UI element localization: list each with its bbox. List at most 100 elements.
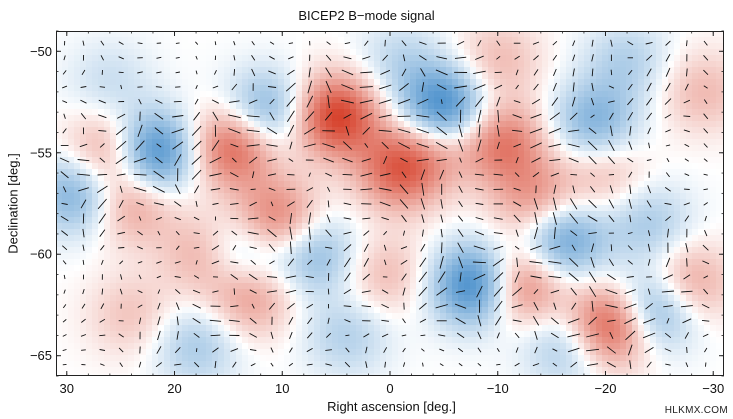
heatmap-cell — [602, 61, 609, 68]
heatmap-cell — [596, 67, 603, 74]
heatmap-cell — [578, 265, 585, 272]
heatmap-cell — [98, 91, 105, 98]
heatmap-cell — [470, 205, 477, 212]
heatmap-cell — [182, 223, 189, 230]
heatmap-cell — [56, 139, 63, 146]
heatmap-cell — [626, 223, 633, 230]
heatmap-cell — [308, 55, 315, 62]
heatmap-cell — [650, 241, 657, 248]
heatmap-cell — [188, 49, 195, 56]
heatmap-cell — [116, 31, 123, 38]
heatmap-cell — [314, 133, 321, 140]
heatmap-cell — [308, 85, 315, 92]
heatmap-cell — [386, 157, 393, 164]
heatmap-cell — [632, 37, 639, 44]
heatmap-cell — [272, 139, 279, 146]
heatmap-cell — [236, 223, 243, 230]
heatmap-cell — [206, 127, 213, 134]
heatmap-cell — [638, 31, 645, 38]
heatmap-cell — [74, 217, 81, 224]
heatmap-cell — [398, 205, 405, 212]
heatmap-cell — [476, 139, 483, 146]
heatmap-cell — [170, 241, 177, 248]
heatmap-cell — [440, 61, 447, 68]
heatmap-cell — [602, 169, 609, 176]
heatmap-cell — [284, 97, 291, 104]
heatmap-cell — [464, 193, 471, 200]
heatmap-cell — [218, 277, 225, 284]
heatmap-cell — [122, 169, 129, 176]
heatmap-cell — [494, 265, 501, 272]
heatmap-cell — [488, 157, 495, 164]
heatmap-cell — [488, 109, 495, 116]
heatmap-cell — [416, 97, 423, 104]
heatmap-cell — [464, 103, 471, 110]
heatmap-cell — [104, 235, 111, 242]
heatmap-cell — [518, 139, 525, 146]
heatmap-cell — [218, 253, 225, 260]
heatmap-cell — [680, 235, 687, 242]
heatmap-cell — [224, 271, 231, 278]
heatmap-cell — [296, 37, 303, 44]
heatmap-cell — [170, 43, 177, 50]
heatmap-cell — [590, 229, 597, 236]
heatmap-cell — [86, 283, 93, 290]
heatmap-cell — [416, 169, 423, 176]
heatmap-cell — [500, 103, 507, 110]
heatmap-cell — [416, 277, 423, 284]
heatmap-cell — [722, 97, 724, 104]
heatmap-cell — [80, 139, 87, 146]
heatmap-cell — [260, 43, 267, 50]
heatmap-cell — [686, 121, 693, 128]
heatmap-cell — [368, 175, 375, 182]
heatmap-cell — [242, 91, 249, 98]
heatmap-cell — [584, 271, 591, 278]
heatmap-cell — [86, 121, 93, 128]
heatmap-cell — [260, 181, 267, 188]
heatmap-cell — [602, 205, 609, 212]
heatmap-cell — [716, 259, 723, 266]
heatmap-cell — [656, 247, 663, 254]
heatmap-cell — [278, 217, 285, 224]
heatmap-cell — [686, 85, 693, 92]
heatmap-cell — [116, 43, 123, 50]
heatmap-cell — [572, 31, 579, 38]
heatmap-cell — [542, 61, 549, 68]
heatmap-cell — [608, 61, 615, 68]
heatmap-cell — [362, 103, 369, 110]
heatmap-cell — [518, 247, 525, 254]
heatmap-cell — [302, 55, 309, 62]
heatmap-cell — [458, 289, 465, 296]
heatmap-cell — [206, 199, 213, 206]
heatmap-cell — [170, 91, 177, 98]
heatmap-cell — [716, 139, 723, 146]
heatmap-cell — [548, 61, 555, 68]
heatmap-cell — [596, 187, 603, 194]
heatmap-cell — [680, 43, 687, 50]
heatmap-cell — [248, 241, 255, 248]
heatmap-cell — [428, 217, 435, 224]
heatmap-cell — [152, 61, 159, 68]
heatmap-cell — [506, 151, 513, 158]
heatmap-cell — [710, 193, 717, 200]
heatmap-cell — [542, 73, 549, 80]
heatmap-cell — [560, 265, 567, 272]
heatmap-cell — [482, 115, 489, 122]
heatmap-cell — [350, 199, 357, 206]
heatmap-cell — [512, 181, 519, 188]
heatmap-cell — [686, 217, 693, 224]
heatmap-cell — [656, 79, 663, 86]
heatmap-cell — [578, 43, 585, 50]
heatmap-cell — [392, 151, 399, 158]
heatmap-cell — [494, 73, 501, 80]
heatmap-cell — [506, 67, 513, 74]
heatmap-cell — [146, 85, 153, 92]
heatmap-cell — [332, 241, 339, 248]
heatmap-cell — [278, 43, 285, 50]
heatmap-cell — [686, 169, 693, 176]
heatmap-cell — [626, 31, 633, 38]
heatmap-cell — [140, 127, 147, 134]
heatmap-cell — [158, 85, 165, 92]
heatmap-cell — [236, 169, 243, 176]
heatmap-cell — [218, 61, 225, 68]
